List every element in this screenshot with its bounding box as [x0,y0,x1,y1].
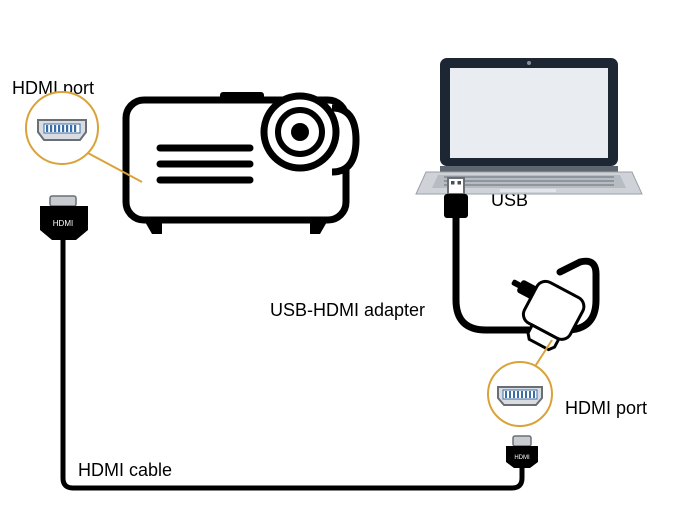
usb-hdmi-adapter-icon [492,267,587,356]
hdmi-connector-left: HDMI [40,196,88,240]
projector-icon [126,92,356,234]
usb-plug-icon [444,178,468,218]
hdmi-port-zoom-right [488,340,552,426]
laptop-icon [416,58,642,194]
svg-text:HDMI: HDMI [53,219,73,228]
svg-text:HDMI: HDMI [514,455,530,461]
hdmi-connector-right: HDMI [506,436,538,468]
